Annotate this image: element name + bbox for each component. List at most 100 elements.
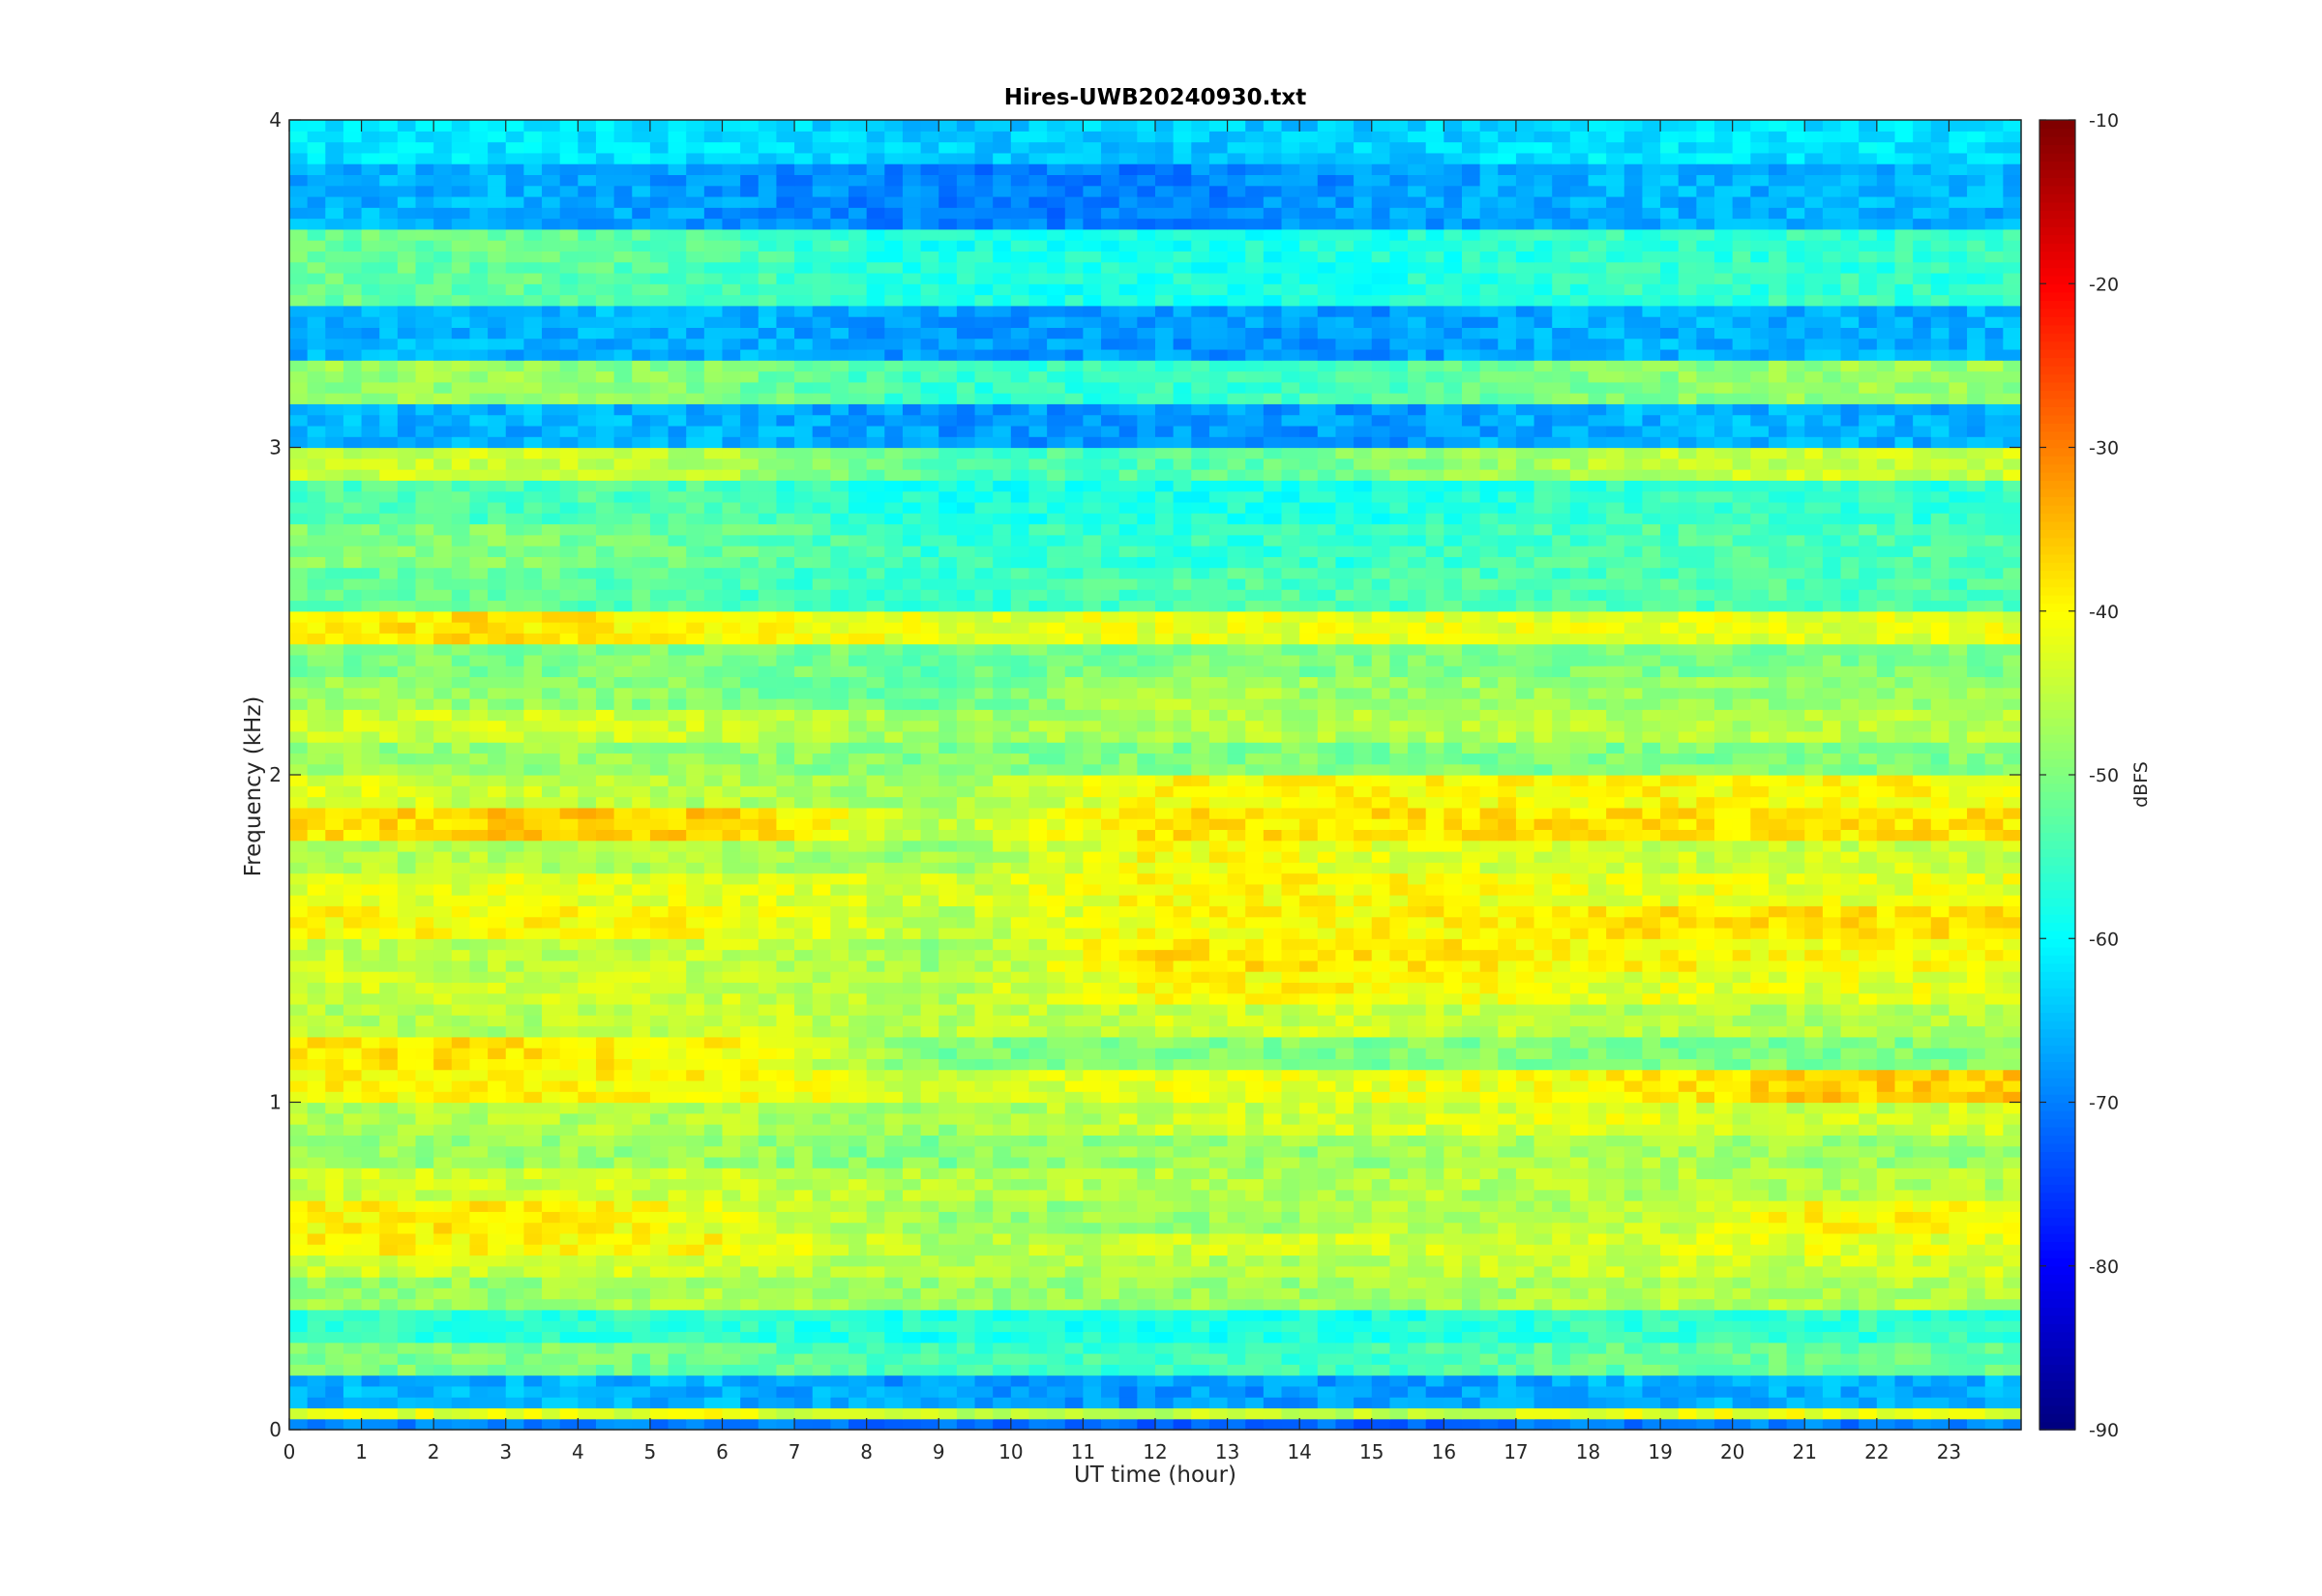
heatmap-cell — [595, 927, 615, 939]
heatmap-cell — [974, 1200, 994, 1212]
heatmap-cell — [794, 1145, 814, 1158]
heatmap-cell — [488, 1287, 507, 1300]
heatmap-cell — [1678, 905, 1697, 918]
heatmap-cell — [974, 1156, 994, 1168]
heatmap-cell — [559, 1232, 579, 1245]
heatmap-cell — [613, 1287, 633, 1300]
heatmap-cell — [974, 1003, 994, 1016]
heatmap-cell — [1299, 1048, 1319, 1059]
heatmap-cell — [1768, 1211, 1788, 1224]
heatmap-cell — [1010, 1298, 1030, 1311]
heatmap-cell — [1714, 1145, 1734, 1158]
heatmap-cell — [1479, 872, 1499, 885]
heatmap-cell — [668, 1309, 687, 1321]
heatmap-cell — [325, 1331, 344, 1344]
heatmap-cell — [1263, 1069, 1283, 1081]
heatmap-cell — [342, 895, 363, 906]
heatmap-cell — [1732, 1385, 1751, 1398]
heatmap-cell — [884, 1255, 904, 1267]
heatmap-cell — [1642, 1342, 1661, 1354]
heatmap-cell — [379, 916, 399, 929]
heatmap-cell — [1840, 1069, 1860, 1081]
heatmap-cell — [1118, 1407, 1138, 1420]
heatmap-cell — [1768, 1058, 1788, 1071]
heatmap-cell — [1984, 1189, 2004, 1201]
heatmap-cell — [1804, 1069, 1824, 1081]
heatmap-cell — [1498, 1418, 1517, 1431]
heatmap-cell — [397, 949, 417, 961]
heatmap-cell — [523, 1058, 543, 1071]
heatmap-cell — [1155, 1320, 1175, 1333]
heatmap-cell — [1660, 862, 1680, 874]
heatmap-cell — [703, 1277, 724, 1288]
heatmap-cell — [1191, 1385, 1210, 1398]
heatmap-cell — [361, 1135, 380, 1147]
heatmap-cell — [488, 1309, 507, 1321]
heatmap-cell — [1678, 1385, 1697, 1398]
heatmap-cell — [1173, 1112, 1192, 1125]
heatmap-cell — [1444, 1407, 1463, 1420]
heatmap-cell — [902, 1255, 922, 1267]
heatmap-cell — [1804, 1003, 1824, 1016]
heatmap-cell — [776, 1058, 795, 1071]
heatmap-cell — [1678, 1298, 1697, 1311]
heatmap-cell — [1227, 1287, 1246, 1300]
heatmap-cell — [1949, 1418, 1968, 1431]
heatmap-cell — [1822, 1342, 1842, 1354]
heatmap-cell — [1678, 1222, 1697, 1234]
heatmap-cell — [1389, 1287, 1409, 1300]
heatmap-cell — [993, 1353, 1012, 1365]
heatmap-cell — [722, 1069, 741, 1081]
heatmap-cell — [740, 1265, 759, 1278]
heatmap-cell — [920, 1397, 939, 1409]
heatmap-cell — [776, 1178, 795, 1191]
heatmap-cell — [884, 1145, 904, 1158]
heatmap-cell — [1263, 1353, 1283, 1365]
heatmap-cell — [1028, 1255, 1048, 1267]
heatmap-cell — [993, 1418, 1012, 1431]
heatmap-cell — [1588, 1102, 1607, 1114]
heatmap-cell — [1479, 1178, 1499, 1191]
heatmap-cell — [488, 1102, 507, 1114]
heatmap-cell — [397, 872, 417, 885]
heatmap-cell — [993, 1320, 1012, 1333]
heatmap-cell — [1606, 1331, 1625, 1344]
heatmap-cell — [1840, 1211, 1860, 1224]
heatmap-cell — [938, 1211, 958, 1224]
heatmap-cell — [1859, 1003, 1878, 1016]
heatmap-cell — [1354, 1385, 1373, 1398]
heatmap-cell — [1425, 1277, 1444, 1288]
heatmap-cell — [505, 927, 524, 939]
heatmap-cell — [1569, 1211, 1590, 1224]
heatmap-cell — [1227, 1385, 1246, 1398]
heatmap-cell — [613, 1003, 633, 1016]
heatmap-cell — [1425, 1102, 1444, 1114]
heatmap-cell — [1354, 1135, 1373, 1147]
heatmap-cell — [812, 1058, 831, 1071]
heatmap-cell — [722, 1232, 741, 1245]
heatmap-cell — [1245, 1189, 1265, 1201]
heatmap-cell — [848, 1145, 868, 1158]
heatmap-cell — [451, 1342, 471, 1354]
heatmap-cell — [1317, 1058, 1337, 1071]
heatmap-cell — [1137, 1079, 1156, 1092]
heatmap-cell — [1660, 1287, 1680, 1300]
heatmap-cell — [1299, 1287, 1319, 1300]
heatmap-cell — [1642, 1124, 1661, 1136]
heatmap-cell — [1786, 872, 1805, 885]
heatmap-cell — [740, 1048, 759, 1059]
heatmap-cell — [1498, 960, 1517, 972]
heatmap-cell — [325, 872, 344, 885]
heatmap-cell — [938, 1265, 958, 1278]
heatmap-cell — [776, 1069, 795, 1081]
heatmap-cell — [993, 1079, 1012, 1092]
heatmap-cell — [1354, 1167, 1373, 1180]
heatmap-cell — [1010, 872, 1030, 885]
heatmap-cell — [1696, 1397, 1715, 1409]
heatmap-cell — [342, 992, 363, 1005]
heatmap-cell — [1227, 1015, 1246, 1027]
heatmap-cell — [830, 1255, 849, 1267]
heatmap-cell — [342, 938, 363, 951]
heatmap-cell — [1876, 1178, 1896, 1191]
heatmap-cell — [776, 1036, 795, 1049]
